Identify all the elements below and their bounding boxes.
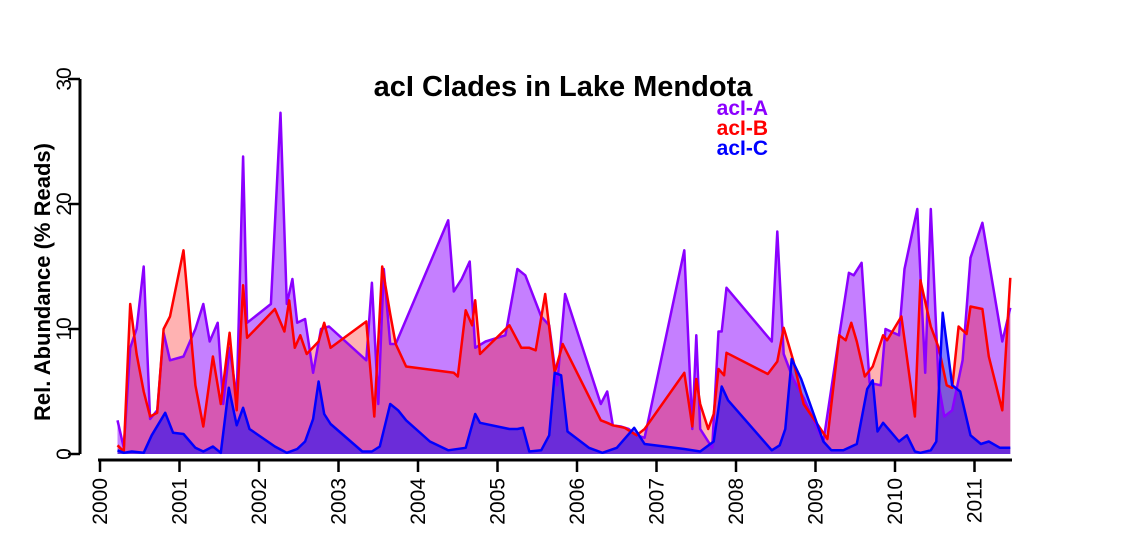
y-tick-label: 30 (53, 67, 76, 90)
x-tick-label: 2007 (646, 478, 669, 525)
x-tick-label: 2003 (328, 478, 351, 525)
x-ticks: 2000 2001 2002 2003 2004 2005 2006 2007 2008 2009… (89, 460, 987, 525)
x-tick-label: 2005 (487, 478, 510, 525)
chart-title: acI Clades in Lake Mendota (374, 71, 754, 103)
x-tick-label: 2002 (248, 478, 271, 525)
x-tick-label: 2000 (89, 478, 112, 525)
series-line-0 (116, 111, 1012, 450)
legend-item: acI-C (717, 137, 768, 160)
y-ticks: 0 10 20 30 (53, 67, 80, 460)
legend-item: acI-A (717, 97, 768, 120)
x-tick-label: 2010 (884, 478, 907, 525)
x-tick-label: 2008 (725, 478, 748, 525)
y-tick-label: 0 (53, 448, 76, 460)
y-tick-label: 10 (53, 317, 76, 340)
series-line-2 (117, 311, 1011, 455)
x-tick-label: 2006 (566, 478, 589, 525)
x-tick-label: 2001 (169, 478, 192, 525)
line-layer (116, 111, 1012, 455)
legend-item: acI-B (717, 117, 768, 140)
x-tick-label: 2011 (964, 478, 987, 523)
x-tick-label: 2009 (805, 478, 828, 525)
y-axis-label: Rel. Abundance (% Reads) (30, 143, 55, 421)
series-area-0 (117, 112, 1011, 455)
x-tick-label: 2004 (407, 478, 430, 525)
y-tick-label: 20 (53, 192, 76, 215)
